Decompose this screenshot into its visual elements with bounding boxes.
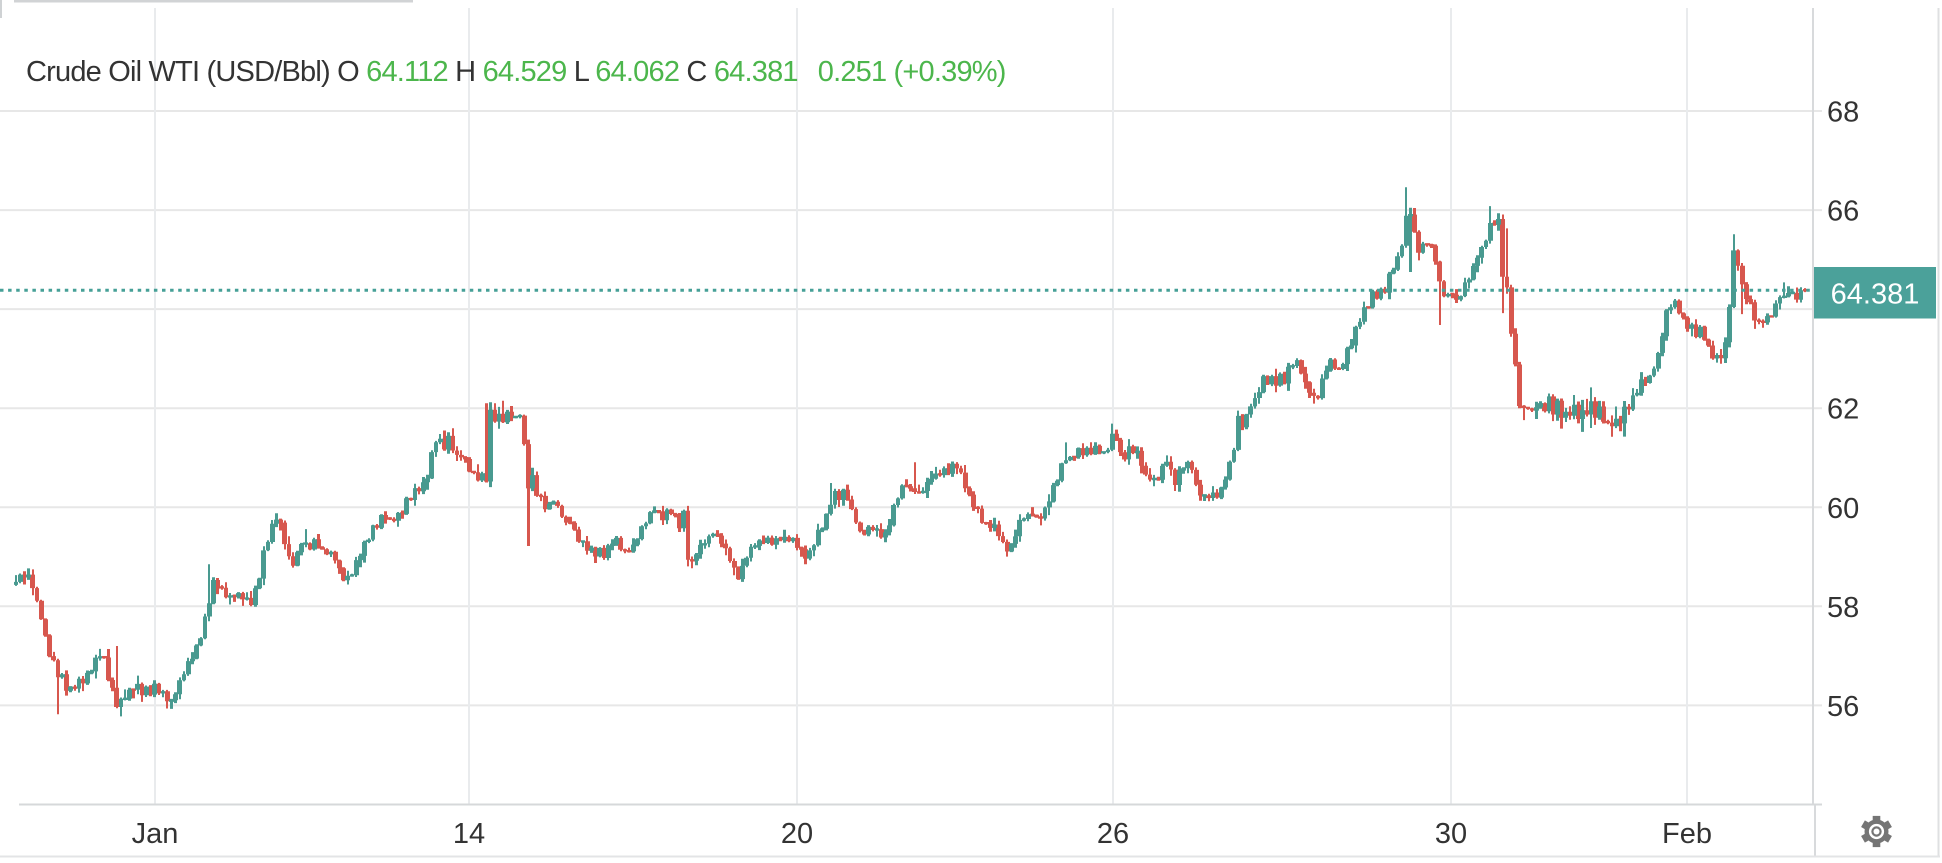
svg-text:Crude Oil WTI (USD/Bbl) O 64.1: Crude Oil WTI (USD/Bbl) O 64.112 H 64.52… — [26, 56, 1006, 88]
svg-text:60: 60 — [1827, 493, 1859, 525]
svg-text:14: 14 — [453, 818, 485, 850]
svg-text:26: 26 — [1097, 818, 1129, 850]
svg-text:62: 62 — [1827, 394, 1859, 426]
svg-text:66: 66 — [1827, 196, 1859, 228]
svg-text:Jan: Jan — [132, 818, 179, 850]
svg-text:20: 20 — [781, 818, 813, 850]
svg-text:68: 68 — [1827, 97, 1859, 129]
svg-text:Feb: Feb — [1662, 818, 1712, 850]
svg-text:30: 30 — [1435, 818, 1467, 850]
svg-text:58: 58 — [1827, 592, 1859, 624]
svg-text:56: 56 — [1827, 691, 1859, 723]
svg-text:64.381: 64.381 — [1831, 279, 1920, 311]
